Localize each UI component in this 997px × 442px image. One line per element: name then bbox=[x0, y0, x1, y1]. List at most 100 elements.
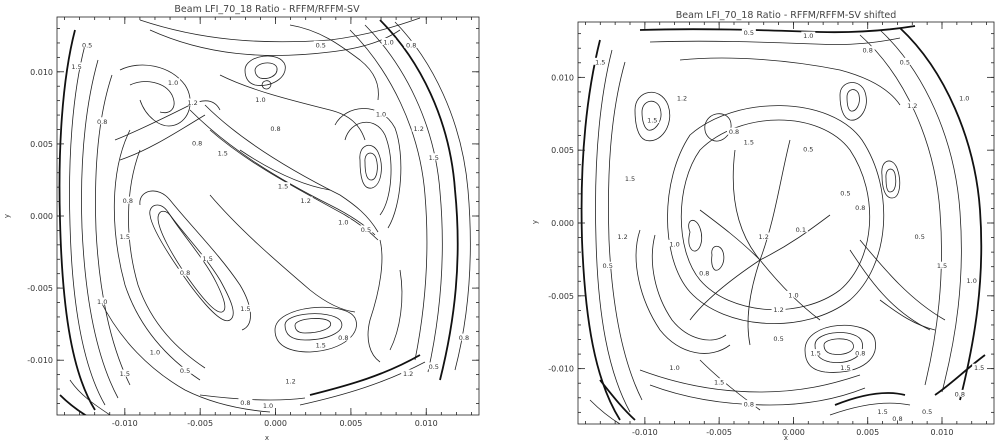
left-contour-line bbox=[59, 394, 87, 415]
left-contour-line bbox=[299, 361, 426, 406]
left-y-tick-label: 0.000 bbox=[30, 212, 53, 221]
left-contour-line bbox=[239, 149, 331, 191]
left-contour-line bbox=[139, 17, 421, 43]
right-contour-labels: 1.5 0.5 1.0 0.8 0.5 1.2 1.5 0.8 1.5 0.5 1.2 1.0 1.5 0… bbox=[593, 28, 987, 423]
left-contour-label-bg bbox=[147, 347, 162, 355]
right-contour-label-bg bbox=[801, 31, 816, 39]
right-contour-label: 1.5 bbox=[595, 58, 605, 66]
left-axis-ticks: -0.010 -0.005 0.000 0.005 0.010 -0.010 -0.005 0… bbox=[27, 17, 479, 428]
left-contour-label-bg bbox=[404, 40, 419, 48]
right-contour-label-bg bbox=[727, 127, 741, 135]
right-contour-label: 0.8 bbox=[744, 401, 754, 409]
left-contour-plot: Beam LFI_70_18 Ratio - RFFM/RFFM-SV bbox=[3, 4, 480, 442]
right-contour-label: 0.8 bbox=[892, 415, 902, 423]
left-contour-label: 1.5 bbox=[316, 341, 326, 349]
left-contour-label-bg bbox=[401, 369, 416, 377]
right-x-tick-label: -0.010 bbox=[632, 428, 658, 437]
right-contour-label-bg bbox=[667, 363, 682, 371]
left-contour-label-bg bbox=[95, 117, 110, 125]
left-contour-label: 1.5 bbox=[203, 255, 213, 263]
left-contour-line bbox=[284, 313, 343, 341]
left-contour-label-bg bbox=[261, 401, 275, 409]
left-contour-label: 1.2 bbox=[403, 370, 413, 378]
left-contour-label: 1.0 bbox=[338, 219, 348, 227]
right-contour-line bbox=[823, 338, 854, 355]
left-contour-line bbox=[69, 44, 106, 406]
right-plot-frame bbox=[577, 21, 995, 425]
left-contour-line bbox=[394, 21, 471, 371]
left-contour-line bbox=[58, 29, 96, 411]
right-contour-label-bg bbox=[771, 334, 786, 342]
left-contour-label: 0.8 bbox=[180, 269, 190, 277]
left-contour-line bbox=[113, 129, 201, 381]
left-contour-labels: 0.5 1.5 0.8 1.2 1.0 0.8 1.5 1.0 0.8 1.5 1.2 0.5 1.0 0… bbox=[69, 37, 471, 410]
right-contour-line bbox=[667, 105, 885, 324]
right-contour-label: 0.8 bbox=[855, 350, 865, 358]
right-contour-line bbox=[599, 379, 636, 421]
left-y-tick-label: -0.010 bbox=[27, 356, 53, 365]
right-contour-label-bg bbox=[793, 225, 808, 233]
left-contour-label-bg bbox=[178, 366, 193, 374]
right-contour-line bbox=[679, 57, 901, 106]
left-contour-line bbox=[81, 59, 119, 399]
left-contour-line bbox=[99, 299, 271, 413]
right-contour-label-bg bbox=[786, 290, 801, 298]
right-contour-label: 1.5 bbox=[840, 364, 850, 372]
right-contour-label: 0.8 bbox=[855, 204, 865, 212]
right-contour-line bbox=[934, 354, 986, 396]
left-contour-label-bg bbox=[215, 148, 230, 156]
left-contour-label: 1.5 bbox=[120, 233, 130, 241]
right-contour-line bbox=[704, 113, 732, 142]
left-contour-label-bg bbox=[80, 40, 95, 48]
right-contour-label: 0.8 bbox=[729, 128, 739, 136]
right-contour-label-bg bbox=[972, 363, 987, 371]
right-contour-label: 1.0 bbox=[669, 240, 679, 248]
right-contour-label-bg bbox=[771, 305, 786, 313]
right-axis-ticks: -0.010 -0.005 0.000 0.005 0.010 -0.010 -0.005 0… bbox=[548, 22, 994, 437]
right-y-tick-label: 0.010 bbox=[551, 73, 574, 82]
left-contour-line bbox=[69, 379, 111, 415]
left-contour-label-bg bbox=[69, 62, 84, 70]
right-contour-label: 1.5 bbox=[744, 138, 754, 146]
right-contour-line bbox=[732, 149, 761, 261]
right-contour-label-bg bbox=[875, 407, 890, 415]
left-contour-line bbox=[149, 29, 401, 56]
left-contour-label: 1.2 bbox=[187, 99, 197, 107]
right-contour-label-bg bbox=[801, 145, 816, 153]
right-contour-label-bg bbox=[623, 174, 637, 182]
right-contour-label-bg bbox=[912, 232, 927, 240]
left-contour-label-bg bbox=[238, 398, 253, 406]
right-contour-label-bg bbox=[838, 363, 853, 371]
left-contour-line bbox=[189, 109, 376, 236]
right-contour-label: 1.0 bbox=[959, 95, 969, 103]
left-y-tick-label: 0.005 bbox=[30, 140, 53, 149]
left-contour-line bbox=[294, 318, 332, 334]
right-contour-line bbox=[608, 61, 643, 401]
left-contour-label-bg bbox=[313, 340, 328, 348]
right-contour-label: 1.2 bbox=[759, 233, 769, 241]
left-contour-label-bg bbox=[268, 124, 283, 132]
right-x-tick-label: -0.005 bbox=[706, 428, 732, 437]
left-contour-label: 1.2 bbox=[414, 125, 424, 133]
left-contour-label-bg bbox=[190, 138, 205, 146]
right-contour-line bbox=[680, 119, 871, 311]
left-contour-label: 1.0 bbox=[168, 79, 178, 87]
right-contour-label: 0.5 bbox=[922, 408, 932, 416]
left-contour-label: 1.5 bbox=[71, 63, 81, 71]
left-contour-label-bg bbox=[336, 333, 351, 341]
left-contour-label: 0.8 bbox=[459, 334, 469, 342]
left-contour-line bbox=[129, 81, 175, 114]
right-contour-line bbox=[881, 160, 901, 199]
left-contour-label: 0.8 bbox=[270, 125, 280, 133]
right-contour-label: 1.0 bbox=[967, 277, 977, 285]
right-contour-label-bg bbox=[697, 268, 712, 276]
left-contour-label-bg bbox=[456, 333, 471, 341]
left-contour-line bbox=[139, 190, 251, 331]
right-contour-line bbox=[859, 34, 942, 386]
left-contour-label: 0.5 bbox=[180, 367, 190, 375]
right-contour-label-bg bbox=[741, 137, 756, 145]
left-contour-label-bg bbox=[166, 78, 181, 86]
right-contour-line bbox=[688, 219, 703, 252]
left-contour-label-bg bbox=[253, 95, 268, 103]
right-contour-line bbox=[639, 369, 861, 393]
